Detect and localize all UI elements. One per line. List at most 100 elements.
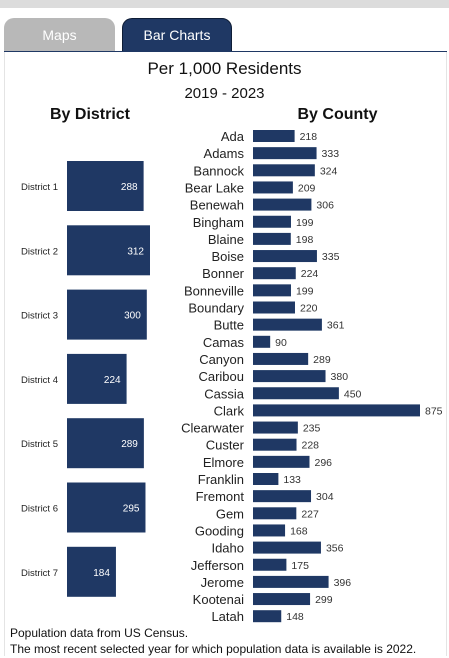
- county-bar: [253, 524, 286, 537]
- county-bar: [253, 318, 322, 331]
- district-value-label: 300: [124, 311, 141, 322]
- county-value-label: 289: [313, 354, 331, 366]
- county-bar: [253, 490, 312, 503]
- county-value-label: 299: [315, 594, 333, 606]
- county-category-label: Gem: [216, 506, 244, 521]
- district-value-label: 184: [93, 568, 110, 579]
- tab-underline: [4, 51, 447, 52]
- district-chart-title: By District: [49, 106, 131, 123]
- county-value-label: 296: [314, 457, 332, 469]
- county-bar: [253, 267, 296, 280]
- county-category-label: Elmore: [203, 455, 244, 470]
- county-value-label: 361: [327, 320, 345, 332]
- county-bar: [253, 541, 321, 554]
- county-value-label: 220: [300, 303, 318, 315]
- county-category-label: Caribou: [198, 369, 244, 384]
- county-category-label: Idaho: [211, 541, 244, 556]
- county-value-label: 199: [296, 217, 314, 229]
- district-value-label: 289: [121, 439, 138, 450]
- county-value-label: 199: [296, 285, 314, 297]
- chart-title: Per 1,000 Residents: [147, 59, 302, 78]
- district-bar: [67, 353, 127, 404]
- tab-maps-label: Maps: [42, 27, 77, 43]
- district-value-label: 312: [127, 246, 144, 257]
- tab-maps[interactable]: Maps: [4, 18, 115, 52]
- county-category-label: Camas: [203, 335, 245, 350]
- county-bar: [253, 232, 291, 245]
- district-category-label: District 1: [21, 182, 58, 193]
- footnote-year: The most recent selected year for which …: [10, 642, 417, 656]
- district-bar-chart: District 1 288 District 2 312 District 3 300 D…: [21, 161, 150, 597]
- county-category-label: Franklin: [198, 472, 244, 487]
- county-category-label: Canyon: [199, 352, 244, 367]
- county-category-label: Clark: [214, 403, 245, 418]
- county-bar: [253, 438, 297, 451]
- district-category-label: District 2: [21, 246, 58, 257]
- county-category-label: Boundary: [188, 301, 244, 316]
- district-category-label: District 3: [21, 311, 58, 322]
- county-bar: [253, 181, 293, 194]
- county-bar: [253, 421, 298, 434]
- county-category-label: Gooding: [195, 523, 244, 538]
- county-bar-chart: Ada 218 Adams 333 Bannock 324 Bear Lake 209 Bene…: [181, 129, 443, 624]
- county-bar: [253, 301, 295, 314]
- county-chart-title: By County: [297, 106, 378, 123]
- district-bar: [67, 225, 150, 276]
- county-bar: [253, 215, 291, 228]
- county-bar: [253, 284, 291, 297]
- county-value-label: 168: [290, 525, 308, 537]
- county-bar: [253, 250, 317, 263]
- county-value-label: 396: [334, 577, 352, 589]
- county-value-label: 333: [322, 148, 340, 160]
- district-bar: [67, 418, 144, 469]
- county-bar: [253, 352, 309, 365]
- county-category-label: Butte: [214, 318, 244, 333]
- county-value-label: 148: [286, 611, 304, 623]
- district-bar: [67, 289, 147, 340]
- county-category-label: Bonneville: [184, 283, 244, 298]
- tab-bar-charts[interactable]: Bar Charts: [122, 18, 232, 52]
- county-bar: [253, 370, 326, 383]
- county-value-label: 356: [326, 543, 344, 555]
- county-value-label: 306: [316, 200, 334, 212]
- county-bar: [253, 130, 295, 142]
- county-bar: [253, 404, 420, 417]
- county-value-label: 304: [316, 491, 334, 503]
- county-category-label: Clearwater: [181, 421, 245, 436]
- county-value-label: 209: [298, 182, 316, 194]
- county-value-label: 324: [320, 165, 338, 177]
- county-value-label: 224: [301, 268, 319, 280]
- district-category-label: District 6: [21, 504, 58, 515]
- district-bar: [67, 546, 116, 597]
- tab-bar-charts-label: Bar Charts: [143, 27, 211, 43]
- county-category-label: Jerome: [201, 575, 244, 590]
- county-value-label: 235: [303, 423, 321, 435]
- county-value-label: 875: [425, 405, 443, 417]
- county-category-label: Blaine: [208, 232, 244, 247]
- county-category-label: Bannock: [193, 163, 244, 178]
- county-category-label: Fremont: [196, 489, 245, 504]
- county-value-label: 175: [291, 560, 309, 572]
- top-strip: [0, 0, 449, 8]
- county-category-label: Ada: [221, 129, 245, 144]
- county-category-label: Bonner: [202, 266, 245, 281]
- district-bar: [67, 482, 146, 533]
- district-category-label: District 7: [21, 568, 58, 579]
- county-category-label: Cassia: [204, 386, 245, 401]
- county-category-label: Boise: [211, 249, 244, 264]
- county-bar: [253, 335, 271, 348]
- content-frame: [4, 52, 447, 656]
- county-category-label: Benewah: [190, 198, 244, 213]
- county-value-label: 90: [275, 337, 287, 349]
- county-value-label: 335: [322, 251, 340, 263]
- district-value-label: 295: [123, 504, 140, 515]
- county-bar: [253, 147, 317, 160]
- county-value-label: 380: [331, 371, 349, 383]
- district-category-label: District 4: [21, 375, 58, 386]
- county-value-label: 450: [344, 388, 362, 400]
- chart-subtitle: 2019 - 2023: [184, 85, 265, 102]
- county-bar: [253, 558, 287, 571]
- county-value-label: 228: [302, 440, 320, 452]
- county-value-label: 218: [300, 131, 318, 143]
- footnote-source: Population data from US Census.: [10, 626, 189, 640]
